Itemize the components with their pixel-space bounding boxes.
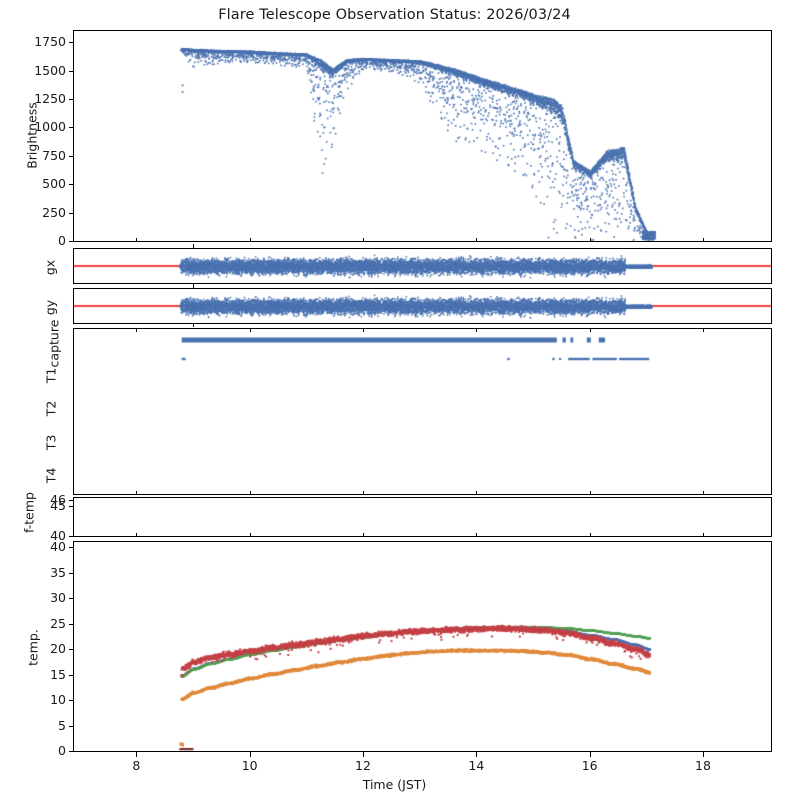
tickmark-temp-20 [69,649,73,650]
tickmark-c-gy-bot [193,323,194,327]
xtick-18: 18 [695,758,711,773]
tickmark-brightness-x-8 [136,238,137,242]
tickmark-status-x-18 [703,328,704,332]
tickmark-brightness-0 [69,241,73,242]
tickmark-brightness-500 [69,184,73,185]
tickmark-brightness-750 [69,156,73,157]
tickmark-ftemp-46 [69,500,73,501]
ytick-brightness-1750: 1750 [34,34,66,50]
ytick-ftemp-40: 40 [50,528,66,543]
row-label-t4: T4 [43,467,59,484]
tickmark-status-x-14 [476,328,477,332]
ytick-temp-25: 25 [50,615,66,631]
tickmark-x-8 [136,752,137,757]
xtick-16: 16 [581,758,598,773]
panel-brightness [73,30,772,242]
tickmark-brightness-x-10 [250,238,251,242]
tickmark-status-x-16 [590,328,591,332]
panel-gx [73,248,772,284]
ytick-brightness-750: 750 [42,147,66,163]
ytick-temp-0: 0 [58,743,66,758]
tickmark-temp-35 [69,573,73,574]
xtick-12: 12 [355,758,371,773]
xtick-10: 10 [241,758,258,773]
tickmark-status-x2-8 [136,491,137,495]
ytick-temp-10: 10 [50,692,66,708]
ytick-ftemp-45: 45 [50,498,66,514]
xtick-14: 14 [468,758,485,773]
tickmark-brightness-1000 [69,127,73,128]
panel-ftemp [73,497,772,537]
tickmark-brightness-250 [69,213,73,214]
tickmark-x-18 [703,752,704,757]
panel-gy [73,288,772,324]
tickmark-ftemp-x-8 [136,533,137,537]
tickmark-status-x2-14 [476,491,477,495]
tickmark-ftemp-x-12 [363,533,364,537]
row-label-t1: T1 [43,367,59,384]
row-label-capture: capture [46,319,62,368]
tickmark-x-16 [590,752,591,757]
tickmark-status-x-8 [136,328,137,332]
row-label-t3: T3 [43,434,59,451]
tickmark-ftemp-x-18 [703,533,704,537]
tickmark-temp-30 [69,598,73,599]
ytick-brightness-250: 250 [42,204,66,220]
tickmark-brightness-x-16 [590,238,591,242]
ytick-temp-5: 5 [58,717,66,733]
row-label-t2: T2 [43,400,59,417]
tickmark-ftemp-40 [69,536,73,537]
tickmark-x-12 [363,752,364,757]
tickmark-ftemp-45 [69,506,73,507]
axis-label-gx: gx [42,259,58,276]
tickmark-temp-25 [69,624,73,625]
tickmark-x-14 [476,752,477,757]
tickmark-brightness-x-18 [703,238,704,242]
ytick-brightness-1500: 1500 [34,62,66,78]
ytick-temp-35: 35 [50,564,66,580]
tickmark-brightness-1250 [69,99,73,100]
ytick-brightness-0: 0 [58,233,66,248]
tickmark-c-gx-top [193,244,194,248]
ytick-temp-15: 15 [50,666,66,682]
tickmark-status-x-12 [363,328,364,332]
tickmark-temp-0 [69,751,73,752]
ytick-temp-30: 30 [50,590,66,606]
tickmark-status-x2-16 [590,491,591,495]
tickmark-temp-10 [69,700,73,701]
tickmark-brightness-1750 [69,42,73,43]
ytick-brightness-500: 500 [42,176,66,192]
tickmark-brightness-x-14 [476,238,477,242]
ytick-ftemp-46: 46 [50,492,66,508]
panel-capture-status [73,328,772,495]
tickmark-temp-15 [69,675,73,676]
ytick-brightness-1000: 1000 [34,119,66,135]
ytick-brightness-1250: 1250 [34,91,66,107]
panel-temperature [73,541,772,752]
tickmark-brightness-1500 [69,71,73,72]
tickmark-temp-40 [69,547,73,548]
tickmark-x-10 [250,752,251,757]
tickmark-ftemp-x-10 [250,533,251,537]
axis-label-time: Time (JST) [362,777,427,792]
xtick-8: 8 [132,758,141,773]
tickmark-status-x-10 [250,328,251,332]
tickmark-brightness-x-12 [363,238,364,242]
ytick-temp-40: 40 [50,539,66,555]
tickmark-ftemp-x-14 [476,533,477,537]
tickmark-c-gy-top [193,284,194,288]
axis-label-gy: gy [42,299,58,316]
tickmark-ftemp-x-16 [590,533,591,537]
tickmark-status-x2-10 [250,491,251,495]
page-title: Flare Telescope Observation Status: 2026… [218,7,571,23]
tickmark-status-x2-12 [363,491,364,495]
tickmark-status-x2-18 [703,491,704,495]
ytick-temp-20: 20 [50,641,66,657]
tickmark-temp-5 [69,726,73,727]
